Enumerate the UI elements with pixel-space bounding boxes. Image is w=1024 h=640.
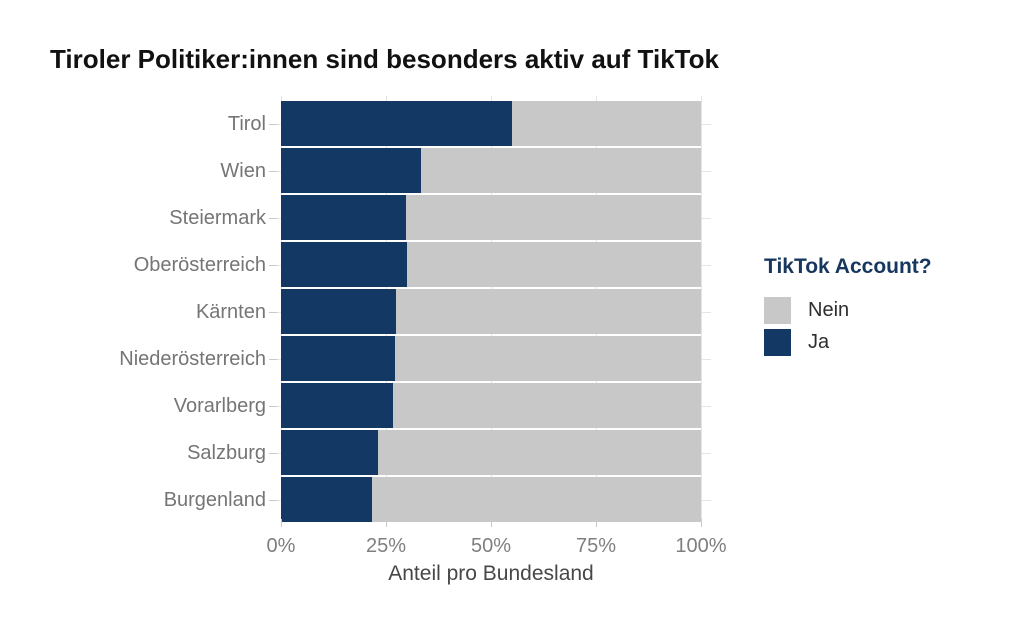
y-axis-tick — [269, 123, 277, 125]
chart-row — [281, 195, 701, 240]
bar-segment-ja — [281, 289, 397, 334]
bar-segment-ja — [281, 242, 407, 287]
x-axis-label: 0% — [266, 535, 296, 557]
legend-swatch-nein — [764, 297, 791, 324]
y-axis-tick — [269, 217, 277, 219]
bar-segment-ja — [281, 430, 379, 475]
y-axis-tick — [269, 264, 277, 266]
x-axis-tick — [596, 519, 597, 527]
y-axis-tick — [269, 358, 277, 360]
y-axis-tick — [269, 311, 277, 313]
y-axis-tick — [269, 452, 277, 454]
y-axis-tick — [269, 405, 277, 407]
y-axis-label: Kärnten — [195, 300, 266, 323]
bar-segment-nein — [406, 195, 701, 240]
x-axis-tick — [281, 519, 282, 527]
chart-row — [281, 336, 701, 381]
bar-segment-ja — [281, 336, 395, 381]
bar-segment-ja — [281, 195, 407, 240]
chart-row — [281, 430, 701, 475]
bar-segment-nein — [420, 148, 701, 193]
legend-title: TikTok Account? — [764, 255, 932, 278]
bar-segment-nein — [396, 289, 701, 334]
y-axis-label: Burgenland — [163, 488, 266, 511]
x-axis-tick — [491, 519, 492, 527]
x-axis-label: 50% — [470, 535, 512, 557]
legend-swatch-ja — [764, 329, 791, 356]
chart-title: Tiroler Politiker:innen sind besonders a… — [50, 44, 719, 74]
y-axis-label: Niederösterreich — [119, 347, 266, 370]
bar-segment-ja — [281, 383, 394, 428]
y-axis-label: Oberösterreich — [133, 253, 266, 276]
legend-entry: Ja — [764, 329, 1004, 356]
bar-segment-ja — [281, 148, 421, 193]
y-axis-label: Salzburg — [187, 441, 266, 464]
y-axis-tick — [269, 170, 277, 172]
y-axis-label: Wien — [220, 159, 266, 182]
bar-segment-ja — [281, 101, 512, 146]
bar-segment-nein — [378, 430, 701, 475]
chart-row — [281, 101, 701, 146]
legend-entry: Nein — [764, 297, 1004, 324]
bar-segment-nein — [372, 477, 701, 522]
x-axis-label: 100% — [675, 535, 727, 557]
x-axis-tick — [701, 519, 702, 527]
bar-segment-nein — [393, 383, 701, 428]
bar-segment-nein — [394, 336, 701, 381]
plot-area — [277, 96, 711, 522]
bar-segment-nein — [407, 242, 701, 287]
chart-row — [281, 383, 701, 428]
legend-label: Nein — [808, 299, 850, 321]
legend-label: Ja — [808, 331, 830, 353]
y-axis-label: Steiermark — [169, 206, 266, 229]
y-axis-tick — [269, 499, 277, 501]
x-axis-label: 75% — [575, 535, 617, 557]
x-axis-title: Anteil pro Bundesland — [388, 562, 594, 585]
x-axis-label: 25% — [365, 535, 407, 557]
x-axis-tick — [386, 519, 387, 527]
chart-row — [281, 148, 701, 193]
y-axis-label: Tirol — [227, 112, 266, 135]
bar-segment-nein — [512, 101, 701, 146]
chart-row — [281, 289, 701, 334]
gridline-vertical — [701, 96, 702, 519]
chart-row — [281, 477, 701, 522]
chart-row — [281, 242, 701, 287]
legend: TikTok Account? Nein Ja — [764, 255, 1004, 361]
bar-segment-ja — [281, 477, 373, 522]
y-axis-label: Vorarlberg — [173, 394, 266, 417]
legend-entries: Nein Ja — [764, 297, 1004, 356]
